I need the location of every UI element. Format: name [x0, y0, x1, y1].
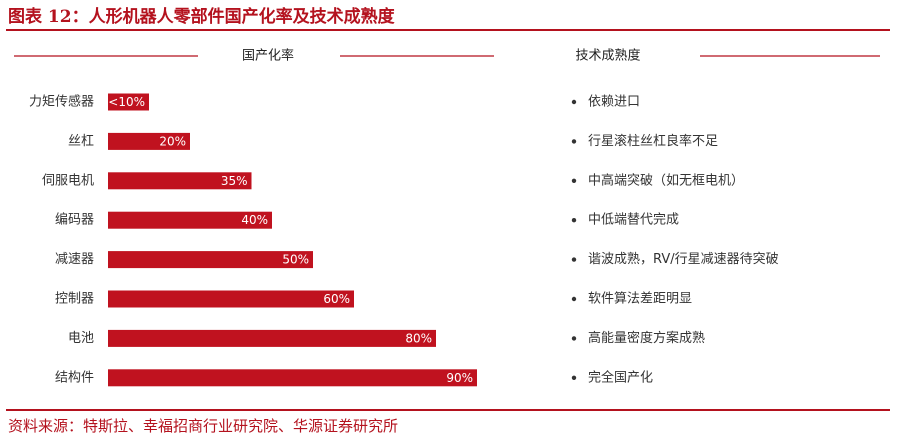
maturity-text: 高能量密度方案成熟 — [588, 330, 705, 346]
maturity-text: 中高端突破（如无框电机） — [588, 172, 744, 188]
bar — [108, 172, 252, 190]
bar — [108, 93, 149, 111]
bar — [108, 211, 272, 229]
bar-value-label: 80% — [405, 331, 432, 345]
maturity-bullet — [571, 336, 577, 341]
bar — [108, 290, 354, 308]
maturity-text: 行星滚柱丝杠良率不足 — [588, 133, 718, 149]
bar — [108, 251, 313, 269]
category-label: 力矩传感器 — [29, 94, 94, 110]
maturity-bullet — [571, 139, 577, 144]
bar-value-label: 50% — [282, 253, 309, 267]
category-label: 电池 — [68, 331, 94, 346]
category-label: 伺服电机 — [42, 173, 94, 188]
source-note: 资料来源：特斯拉、幸福招商行业研究院、华源证券研究所 — [8, 417, 399, 435]
bar-value-label: <10% — [108, 95, 145, 109]
maturity-text: 依赖进口 — [588, 95, 640, 110]
category-label: 丝杠 — [68, 133, 94, 149]
category-label: 减速器 — [55, 252, 94, 267]
category-label: 编码器 — [55, 213, 94, 228]
bar — [108, 369, 477, 387]
bar-value-label: 35% — [221, 174, 248, 188]
maturity-bullet — [571, 218, 577, 223]
maturity-bullet — [571, 99, 577, 105]
maturity-text: 谐波成熟，RV/行星减速器待突破 — [588, 251, 779, 267]
top-rule — [6, 29, 890, 31]
maturity-text: 中低端替代完成 — [588, 213, 679, 228]
bar-value-label: 40% — [241, 213, 268, 227]
bar — [108, 329, 436, 347]
maturity-text: 完全国产化 — [588, 369, 653, 385]
column-header-localization: 国产化率 — [242, 48, 294, 64]
maturity-bullet — [571, 375, 577, 380]
maturity-bullet — [571, 296, 577, 302]
category-label: 控制器 — [55, 292, 94, 307]
bottom-rule — [6, 409, 890, 411]
maturity-bullet — [571, 257, 577, 262]
maturity-bullet — [571, 178, 577, 183]
figure-title: 图表 12：人形机器人零部件国产化率及技术成熟度 — [8, 7, 395, 27]
bar-value-label: 20% — [159, 134, 186, 148]
column-header-maturity: 技术成熟度 — [575, 48, 640, 64]
bar — [108, 132, 190, 150]
category-label: 结构件 — [55, 370, 94, 385]
bar-value-label: 90% — [446, 371, 473, 385]
bar-value-label: 60% — [323, 292, 350, 306]
maturity-text: 软件算法差距明显 — [588, 292, 692, 307]
